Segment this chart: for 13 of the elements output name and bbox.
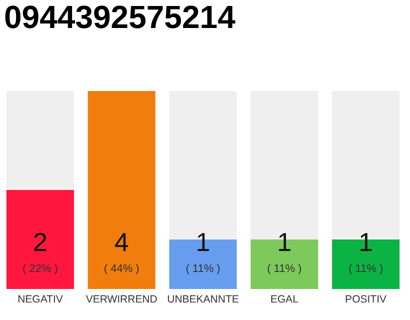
- annotation: ( 11% ): [267, 263, 302, 275]
- x-tick-label: EGAL: [270, 294, 299, 306]
- annotation: ( 44% ): [104, 263, 140, 275]
- x-tick-label: UNBEKANNTE: [167, 294, 239, 306]
- annotation: ( 22% ): [22, 263, 58, 275]
- data-label: 2: [32, 227, 48, 257]
- x-tick-label: POSITIV: [345, 294, 386, 306]
- data-label: 4: [114, 227, 129, 257]
- x-tick-label: VERWIRREND: [86, 294, 158, 306]
- annotation: ( 11% ): [348, 263, 384, 275]
- x-tick-label: NEGATIV: [18, 294, 63, 306]
- chart-title: 0944392575214: [4, 0, 236, 35]
- annotation: ( 11% ): [186, 263, 220, 275]
